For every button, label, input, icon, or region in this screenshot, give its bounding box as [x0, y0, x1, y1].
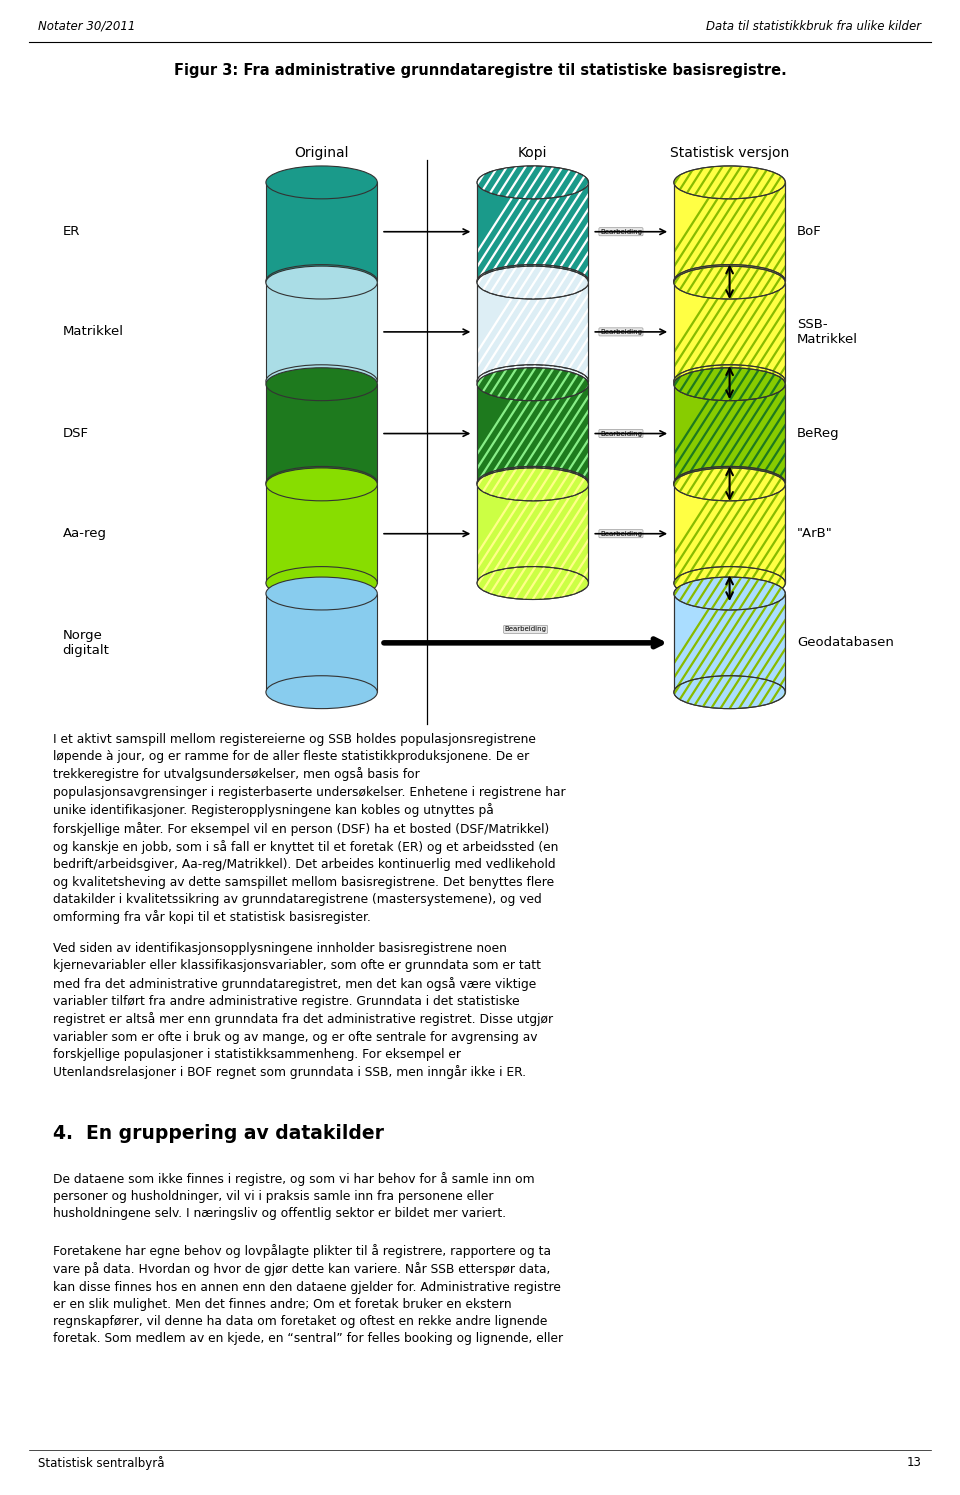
Text: Bearbeiding: Bearbeiding [505, 626, 546, 632]
Ellipse shape [266, 368, 377, 401]
Text: Bearbeiding: Bearbeiding [600, 531, 642, 537]
Text: Kopi: Kopi [518, 147, 547, 160]
Text: 4.  En gruppering av datakilder: 4. En gruppering av datakilder [53, 1124, 384, 1144]
Polygon shape [266, 594, 377, 692]
Polygon shape [266, 283, 377, 381]
Ellipse shape [266, 166, 377, 199]
Ellipse shape [477, 365, 588, 398]
Polygon shape [477, 283, 588, 381]
Text: Original: Original [295, 147, 348, 160]
Ellipse shape [674, 266, 785, 299]
Polygon shape [477, 384, 588, 483]
Ellipse shape [674, 466, 785, 499]
Text: Figur 3: Fra administrative grunndataregistre til statistiske basisregistre.: Figur 3: Fra administrative grunndatareg… [174, 63, 786, 78]
Ellipse shape [674, 365, 785, 398]
Polygon shape [674, 384, 785, 483]
Text: Notater 30/2011: Notater 30/2011 [38, 19, 135, 33]
Ellipse shape [266, 577, 377, 610]
Ellipse shape [477, 466, 588, 499]
Text: 13: 13 [907, 1456, 922, 1470]
Ellipse shape [266, 676, 377, 709]
Text: De dataene som ikke finnes i registre, og som vi har behov for å samle inn om
pe: De dataene som ikke finnes i registre, o… [53, 1172, 535, 1220]
Text: Geodatabasen: Geodatabasen [797, 637, 894, 649]
Ellipse shape [266, 365, 377, 398]
Text: DSF: DSF [62, 428, 88, 440]
Text: I et aktivt samspill mellom registereierne og SSB holdes populasjonsregistrene
l: I et aktivt samspill mellom registereier… [53, 733, 565, 924]
Polygon shape [674, 484, 785, 583]
Ellipse shape [674, 676, 785, 709]
Text: Aa-reg: Aa-reg [62, 528, 107, 540]
Text: Data til statistikkbruk fra ulike kilder: Data til statistikkbruk fra ulike kilder [707, 19, 922, 33]
Text: Matrikkel: Matrikkel [62, 326, 124, 338]
Text: BoF: BoF [797, 226, 822, 238]
Ellipse shape [674, 166, 785, 199]
Ellipse shape [477, 266, 588, 299]
Ellipse shape [477, 166, 588, 199]
Text: BeReg: BeReg [797, 428, 839, 440]
Ellipse shape [266, 266, 377, 299]
Text: Ved siden av identifikasjonsopplysningene innholder basisregistrene noen
kjernev: Ved siden av identifikasjonsopplysningen… [53, 942, 553, 1079]
Polygon shape [674, 594, 785, 692]
Ellipse shape [674, 468, 785, 501]
Ellipse shape [266, 567, 377, 599]
Text: Statistisk sentralbyrå: Statistisk sentralbyrå [38, 1456, 165, 1470]
Text: Bearbeiding: Bearbeiding [600, 329, 642, 335]
Ellipse shape [674, 567, 785, 599]
Text: "ArB": "ArB" [797, 528, 832, 540]
Polygon shape [477, 484, 588, 583]
Ellipse shape [477, 468, 588, 501]
Text: Bearbeiding: Bearbeiding [600, 229, 642, 235]
Polygon shape [674, 182, 785, 281]
Ellipse shape [266, 468, 377, 501]
Polygon shape [266, 384, 377, 483]
Ellipse shape [477, 567, 588, 599]
Polygon shape [266, 182, 377, 281]
Polygon shape [477, 182, 588, 281]
Ellipse shape [674, 368, 785, 401]
Ellipse shape [477, 368, 588, 401]
Text: SSB-
Matrikkel: SSB- Matrikkel [797, 318, 858, 345]
Polygon shape [674, 283, 785, 381]
Ellipse shape [266, 265, 377, 298]
Text: Norge
digitalt: Norge digitalt [62, 629, 109, 656]
Ellipse shape [477, 265, 588, 298]
Ellipse shape [674, 265, 785, 298]
Polygon shape [266, 484, 377, 583]
Ellipse shape [674, 577, 785, 610]
Text: Bearbeiding: Bearbeiding [600, 431, 642, 437]
Text: Foretakene har egne behov og lovpålagte plikter til å registrere, rapportere og : Foretakene har egne behov og lovpålagte … [53, 1244, 563, 1346]
Text: ER: ER [62, 226, 80, 238]
Ellipse shape [266, 466, 377, 499]
Text: Statistisk versjon: Statistisk versjon [670, 147, 789, 160]
